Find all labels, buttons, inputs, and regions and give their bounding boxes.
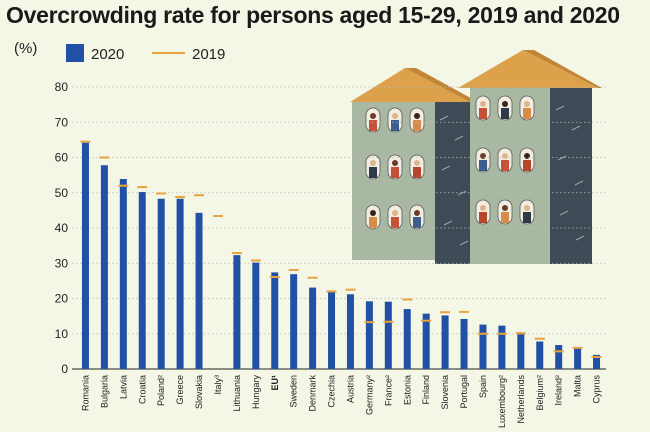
x-tick-label: Croatia xyxy=(137,375,147,404)
bar-2020 xyxy=(536,341,544,369)
y-tick-label: 10 xyxy=(55,327,69,341)
bar-2020 xyxy=(233,255,241,369)
left-building-side xyxy=(435,102,475,264)
x-tick-label: Bulgaria xyxy=(99,375,109,408)
bar-2020 xyxy=(176,198,184,369)
x-tick-label: Germany² xyxy=(364,375,374,415)
legend-swatch-2020 xyxy=(66,44,84,62)
bar-2020 xyxy=(555,345,563,369)
x-tick-label: Lithuania xyxy=(232,375,242,412)
right-roof xyxy=(458,50,598,88)
x-tick-label: Estonia xyxy=(402,375,412,405)
x-tick-label: Netherlands xyxy=(516,375,526,424)
bar-2020 xyxy=(365,301,373,369)
legend-label-2019: 2019 xyxy=(192,46,225,63)
x-tick-label: Slovakia xyxy=(194,375,204,409)
x-tick-label: Denmark xyxy=(308,375,318,412)
bar-2020 xyxy=(346,294,354,369)
x-tick-label: Sweden xyxy=(289,375,299,408)
people-in-windows xyxy=(369,101,531,228)
y-tick-label: 30 xyxy=(55,256,69,270)
chart-title: Overcrowding rate for persons aged 15-29… xyxy=(6,2,620,28)
y-axis-unit-label: (%) xyxy=(14,40,37,57)
bar-2020 xyxy=(271,272,279,369)
x-tick-label: Spain xyxy=(478,375,488,398)
y-tick-label: 60 xyxy=(55,151,69,165)
x-tick-label: Slovenia xyxy=(440,375,450,410)
bar-2020 xyxy=(328,291,336,369)
x-tick-label: Portugal xyxy=(459,375,469,409)
y-tick-label: 0 xyxy=(61,362,68,376)
x-tick-label: France² xyxy=(383,375,393,406)
right-building-side xyxy=(550,88,592,264)
y-tick-label: 40 xyxy=(55,221,69,235)
x-tick-label: Belgium² xyxy=(535,375,545,411)
x-tick-label: Cyprus xyxy=(592,375,602,404)
x-tick-label: Austria xyxy=(345,375,355,403)
bar-2020 xyxy=(574,348,582,369)
bar-2020 xyxy=(384,301,392,369)
bar-2020 xyxy=(252,262,260,369)
bar-2020 xyxy=(460,318,468,369)
bar-2020 xyxy=(309,287,317,369)
x-tick-label: Romania xyxy=(80,375,90,411)
x-tick-label: Luxembourg² xyxy=(497,375,507,428)
x-tick-label: Czechia xyxy=(327,375,337,408)
legend: 2020 2019 xyxy=(66,44,225,63)
bar-2020 xyxy=(138,192,146,369)
x-tick-label: Poland² xyxy=(156,375,166,406)
bar-2020 xyxy=(517,332,525,369)
bar-2020 xyxy=(290,274,298,369)
bar-2020 xyxy=(119,179,127,369)
x-tick-label: Greece xyxy=(175,375,185,405)
x-tick-label: Hungary xyxy=(251,375,261,410)
y-tick-label: 80 xyxy=(55,80,69,94)
bar-2020 xyxy=(479,324,487,369)
bar-2020 xyxy=(422,313,430,369)
x-tick-label: EU¹ xyxy=(270,375,280,391)
bar-2020 xyxy=(403,309,411,369)
bar-2020 xyxy=(593,354,601,369)
y-tick-label: 70 xyxy=(55,115,69,129)
x-tick-label: Malta xyxy=(573,375,583,397)
bar-2020 xyxy=(100,165,108,369)
bar-2020 xyxy=(441,315,449,369)
y-tick-label: 20 xyxy=(55,292,69,306)
bar-2020 xyxy=(195,212,203,369)
x-tick-label: Latvia xyxy=(118,375,128,399)
x-tick-label: Italy³ xyxy=(213,375,223,395)
x-tick-label: Finland xyxy=(421,375,431,405)
left-roof xyxy=(350,68,470,102)
bar-2020 xyxy=(498,325,506,369)
apartment-buildings-illustration xyxy=(350,50,602,264)
bar-2020 xyxy=(81,142,89,369)
bar-2020 xyxy=(157,198,165,369)
x-tick-label: Ireland² xyxy=(554,375,564,406)
legend-label-2020: 2020 xyxy=(91,46,124,63)
y-tick-label: 50 xyxy=(55,186,69,200)
